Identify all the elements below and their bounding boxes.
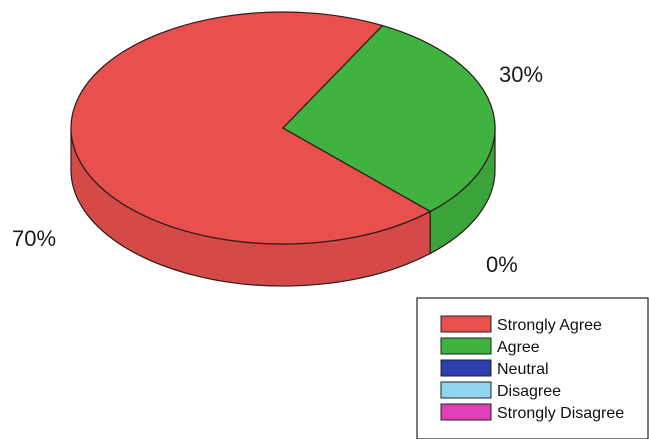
data-label-zero: 0% <box>486 252 518 277</box>
legend-label-strongly-disagree: Strongly Disagree <box>497 405 624 422</box>
pie-labels: 70% 30% 0% <box>12 62 543 277</box>
legend-items: Strongly Agree Agree Neutral Disagree Strong… <box>440 315 624 422</box>
data-label-agree: 30% <box>499 62 543 87</box>
pie-slice-agree <box>282 24 496 213</box>
legend-swatch-disagree <box>440 381 492 399</box>
pie-slice-strongly-agree <box>70 11 431 245</box>
legend-swatch-agree <box>440 337 492 355</box>
legend-swatch-strongly-agree <box>440 315 492 333</box>
legend-label-strongly-agree: Strongly Agree <box>497 317 602 334</box>
data-label-strongly-agree: 70% <box>12 226 56 251</box>
legend-swatch-neutral <box>440 359 492 377</box>
legend-swatch-strongly-disagree <box>440 403 492 421</box>
legend: Strongly Agree Agree Neutral Disagree Strong… <box>416 297 649 439</box>
legend-label-disagree: Disagree <box>497 383 561 400</box>
pie-tops <box>70 11 496 245</box>
legend-label-neutral: Neutral <box>497 361 549 378</box>
legend-label-agree: Agree <box>497 339 540 356</box>
